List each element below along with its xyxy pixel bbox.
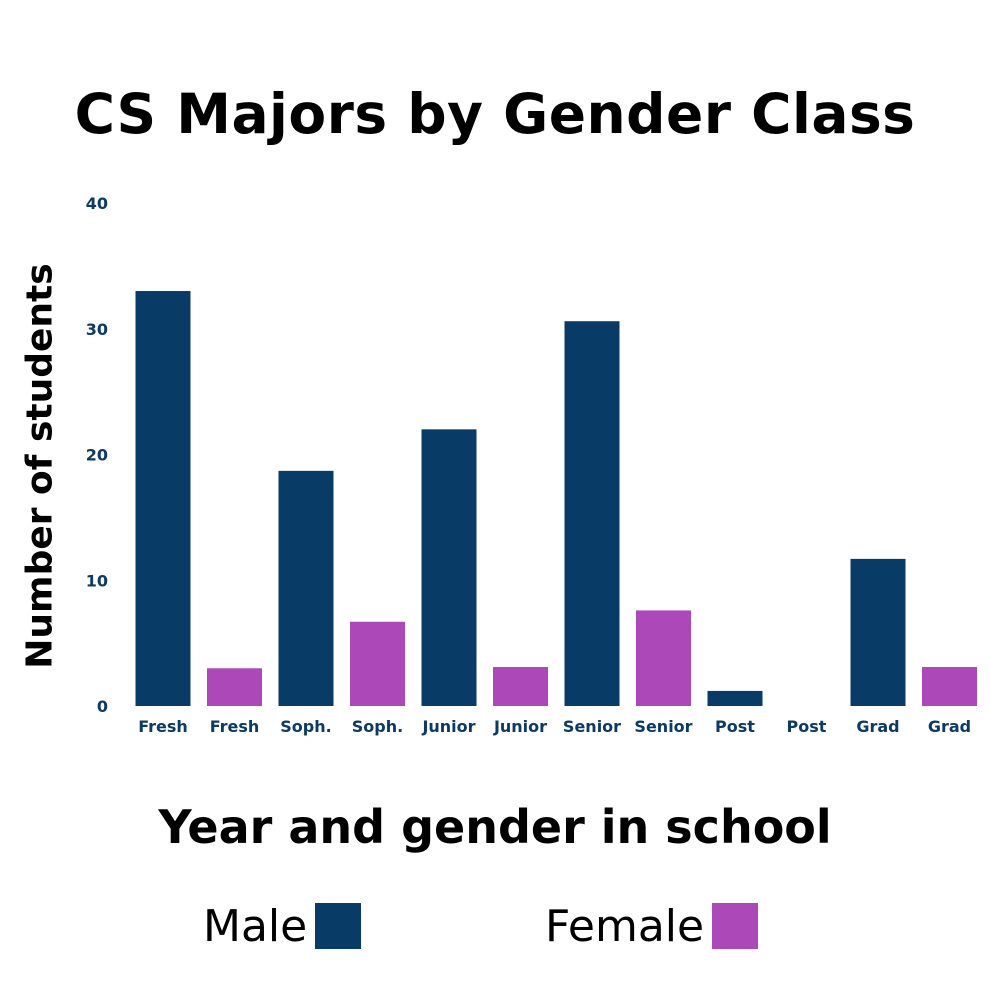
x-tick-label: Fresh: [138, 717, 188, 736]
legend-item-male: Male: [203, 900, 362, 952]
legend-swatch-male: [315, 903, 362, 949]
y-tick-label: 0: [97, 697, 108, 716]
bar-female-junior: [493, 667, 548, 706]
bar-male-senior: [564, 321, 620, 706]
bar-female-soph: [350, 621, 405, 706]
x-tick-label: Grad: [856, 717, 899, 736]
legend-item-female: Female: [545, 900, 759, 952]
x-tick-label: Grad: [928, 717, 971, 736]
x-tick-label: Soph.: [280, 717, 331, 736]
bar-male-junior: [421, 429, 477, 706]
x-tick-label: Senior: [563, 717, 621, 736]
x-tick-label: Post: [787, 717, 827, 736]
x-tick-label: Junior: [493, 717, 547, 736]
y-tick-label: 20: [86, 446, 108, 465]
legend-label-male: Male: [203, 900, 308, 952]
legend-swatch-female: [712, 903, 759, 949]
y-tick-label: 30: [86, 320, 108, 339]
chart-title: CS Majors by Gender Class: [74, 82, 916, 146]
y-tick-label: 40: [86, 194, 108, 213]
bar-female-senior: [636, 610, 691, 706]
x-axis-label: Year and gender in school: [158, 800, 832, 854]
x-tick-label: Junior: [421, 717, 475, 736]
bar-male-soph: [278, 470, 334, 706]
x-tick-label: Senior: [634, 717, 692, 736]
x-tick-label: Fresh: [210, 717, 260, 736]
bar-male-fresh: [135, 291, 191, 706]
legend-label-female: Female: [545, 900, 705, 952]
bar-female-fresh: [207, 668, 262, 706]
x-tick-label: Post: [715, 717, 755, 736]
bar-male-grad: [850, 558, 906, 706]
x-tick-label: Soph.: [352, 717, 403, 736]
bar-male-post: [707, 690, 763, 706]
y-tick-label: 10: [86, 571, 108, 590]
bar-female-grad: [922, 667, 977, 706]
